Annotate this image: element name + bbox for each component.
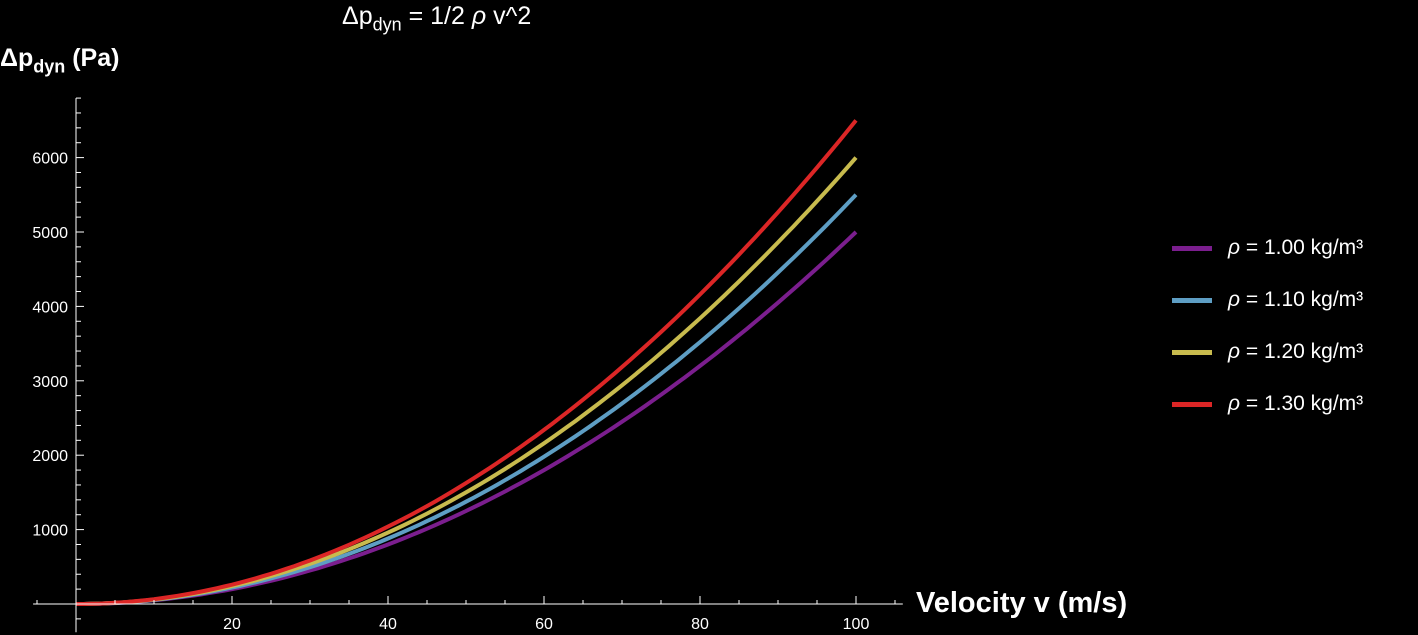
legend-swatch bbox=[1172, 401, 1212, 407]
x-tick-label: 100 bbox=[843, 616, 870, 633]
legend-rho: ρ bbox=[1228, 392, 1241, 415]
title-v2: v^2 bbox=[486, 2, 532, 30]
ylabel-delta-p: Δp bbox=[0, 44, 34, 72]
ylabel-unit: (Pa) bbox=[65, 44, 120, 72]
title-rho: ρ bbox=[471, 2, 487, 30]
title-equals: = 1/2 bbox=[401, 2, 472, 30]
ylabel-subscript: dyn bbox=[33, 56, 66, 77]
x-tick-label: 60 bbox=[535, 616, 553, 633]
legend-item: ρ = 1.20 kg/m³ bbox=[1172, 326, 1363, 378]
legend-swatch bbox=[1172, 349, 1212, 355]
y-tick-label: 4000 bbox=[32, 299, 68, 316]
y-tick-label: 2000 bbox=[32, 448, 68, 465]
series-curve bbox=[76, 230, 858, 606]
x-tick-label: 40 bbox=[379, 616, 397, 633]
title-subscript: dyn bbox=[372, 14, 402, 35]
y-axis-label: Δpdyn (Pa) bbox=[0, 44, 119, 77]
legend-text: = 1.00 kg/m³ bbox=[1240, 236, 1364, 259]
legend-swatch bbox=[1172, 245, 1212, 251]
legend-text: = 1.20 kg/m³ bbox=[1240, 340, 1364, 363]
x-axis-label: Velocity v (m/s) bbox=[916, 587, 1128, 619]
legend-text: = 1.10 kg/m³ bbox=[1240, 288, 1364, 311]
legend-item: ρ = 1.00 kg/m³ bbox=[1172, 222, 1363, 274]
legend-rho: ρ bbox=[1228, 236, 1241, 259]
x-tick-label: 80 bbox=[691, 616, 709, 633]
legend-label: ρ = 1.20 kg/m³ bbox=[1228, 340, 1363, 364]
legend-swatch bbox=[1172, 297, 1212, 303]
legend-item: ρ = 1.10 kg/m³ bbox=[1172, 274, 1363, 326]
legend-rho: ρ bbox=[1228, 340, 1241, 363]
legend-rho: ρ bbox=[1228, 288, 1241, 311]
legend-label: ρ = 1.30 kg/m³ bbox=[1228, 392, 1363, 416]
title-delta-p: Δp bbox=[342, 2, 373, 30]
curves bbox=[76, 119, 858, 606]
legend-label: ρ = 1.00 kg/m³ bbox=[1228, 236, 1363, 260]
y-tick-label: 5000 bbox=[32, 225, 68, 242]
y-tick-label: 1000 bbox=[32, 523, 68, 540]
y-tick-label: 3000 bbox=[32, 374, 68, 391]
legend-item: ρ = 1.30 kg/m³ bbox=[1172, 378, 1363, 430]
x-tick-label: 20 bbox=[223, 616, 241, 633]
series-curve bbox=[76, 119, 858, 606]
series-curve bbox=[76, 156, 858, 606]
axes: 20 40 60 80 100 1000 2000 3000 4000 5000 6000 bbox=[32, 97, 903, 633]
y-tick-label: 6000 bbox=[32, 151, 68, 168]
legend-text: = 1.30 kg/m³ bbox=[1240, 392, 1364, 415]
legend-label: ρ = 1.10 kg/m³ bbox=[1228, 288, 1363, 312]
chart-title: Δpdyn = 1/2 ρ v^2 bbox=[342, 2, 531, 35]
legend: ρ = 1.00 kg/m³ ρ = 1.10 kg/m³ ρ = 1.20 k… bbox=[1172, 222, 1363, 430]
